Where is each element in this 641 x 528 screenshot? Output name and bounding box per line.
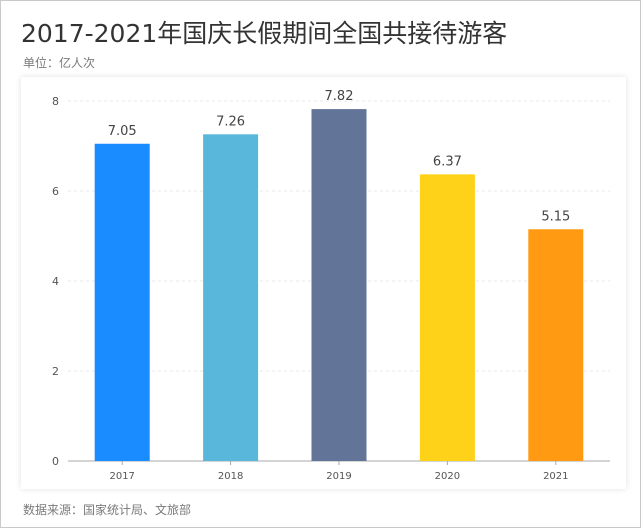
x-tick-label-2017: 2017: [109, 471, 134, 482]
bar-2021: [528, 229, 584, 461]
page-title: 2017-2021年国庆长假期间全国共接待游客: [21, 19, 508, 48]
y-tick-label: 0: [52, 455, 59, 468]
data-label-2017: 7.05: [108, 124, 137, 139]
x-tick-label-2018: 2018: [218, 471, 243, 482]
data-label-2020: 6.37: [433, 154, 462, 169]
data-labels: 7.05 7.26 7.82 6.37 5.15: [108, 89, 571, 224]
unit-label: 单位：亿人次: [23, 56, 96, 70]
y-axis-ticks: 0 2 4 6 8: [52, 95, 59, 468]
x-axis-ticks: 2017 2018 2019 2020 2021: [109, 461, 569, 482]
bar-2020: [419, 174, 475, 461]
y-tick-label: 4: [52, 275, 59, 288]
bars: [94, 109, 584, 462]
bar-chart: 7.057.267.826.375.15 2017 2018 2019 2020 202…: [52, 89, 610, 482]
data-label-2018: 7.26: [216, 114, 245, 129]
data-label-2021: 5.15: [541, 209, 570, 224]
data-label-2019: 7.82: [325, 89, 354, 104]
x-tick-label-2021: 2021: [543, 471, 568, 482]
y-tick-label: 6: [52, 185, 59, 198]
x-tick-label-2020: 2020: [435, 471, 460, 482]
plot-panel: 7.05 7.26 7.82 6.37 5.15 2017 2018 2019 2020 202…: [21, 77, 626, 489]
bar-2017: [94, 143, 150, 461]
data-source-note: 数据来源：国家统计局、文旅部: [23, 503, 192, 517]
y-tick-label: 8: [52, 95, 59, 108]
bar-2018: [203, 134, 259, 462]
bar-2019: [311, 109, 367, 461]
y-tick-label: 2: [52, 365, 59, 378]
x-tick-label-2019: 2019: [326, 471, 351, 482]
